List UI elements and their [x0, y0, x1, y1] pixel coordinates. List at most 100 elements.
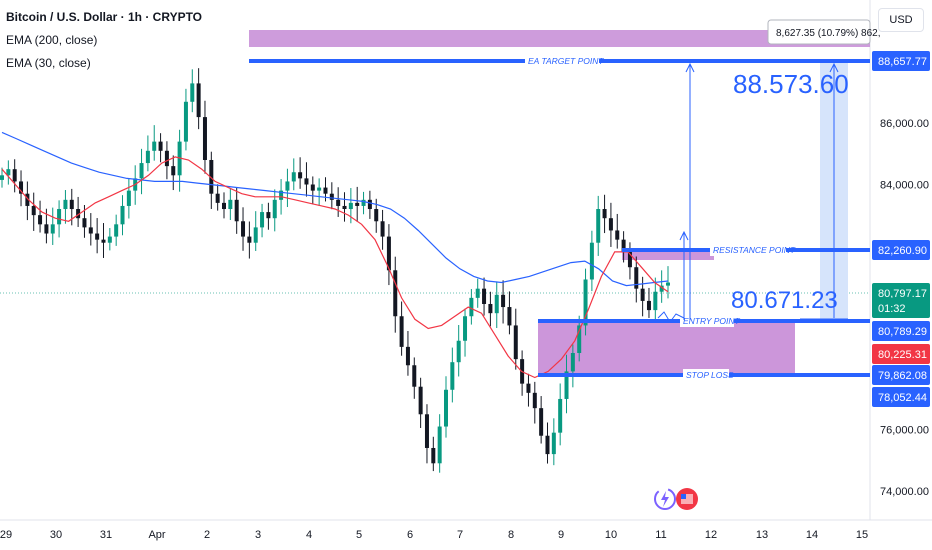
candle-body: [145, 150, 150, 164]
candle-body: [12, 169, 17, 182]
candle-body: [342, 205, 347, 210]
stop-label-plate: [683, 369, 729, 381]
candle-body: [608, 218, 613, 231]
candle-body: [50, 224, 55, 234]
ema-layer: [1, 131, 669, 379]
candle-body: [329, 193, 334, 200]
symbol-title[interactable]: Bitcoin / U.S. Dollar · 1h · CRYPTO: [6, 10, 203, 24]
candle-body: [646, 300, 651, 311]
candle-body: [114, 224, 119, 237]
price-tag-text: 80,789.29: [878, 326, 927, 338]
x-tick-label: 4: [306, 529, 312, 541]
price-tag-text: 01:32: [878, 303, 906, 315]
price-tag-bg: [872, 321, 930, 341]
candle-body: [19, 181, 24, 194]
candle-body: [602, 209, 607, 219]
candle-body: [6, 169, 11, 176]
x-tick-label: 2: [204, 529, 210, 541]
candle-body: [285, 181, 290, 191]
candle-body: [469, 297, 474, 317]
candle-body: [38, 215, 43, 225]
candle-body: [126, 190, 131, 206]
candle-body: [310, 184, 315, 191]
candle-body: [475, 288, 480, 298]
ema30-legend[interactable]: EMA (30, close): [6, 56, 91, 70]
candle-body: [190, 83, 195, 102]
candle-body: [577, 325, 582, 354]
candle-body: [380, 221, 385, 237]
price-tag-text: 88,657.77: [878, 56, 927, 68]
candle-body: [463, 316, 468, 341]
candle-body: [209, 159, 214, 194]
candle-body: [589, 242, 594, 280]
candle-body: [545, 435, 550, 455]
flag-stripes: [681, 494, 693, 504]
target-arrow-head: [685, 62, 695, 73]
candle-body: [88, 227, 93, 234]
x-tick-label: 11: [655, 529, 666, 541]
price-tag-text: 80,797.17: [878, 288, 927, 300]
candle-body: [526, 383, 531, 393]
measure-tooltip-text: 8,627.35 (10.79%) 862,: [776, 28, 881, 39]
y-tick-label: 76,000.00: [880, 425, 929, 437]
candle-body: [272, 199, 277, 219]
candle-body: [95, 233, 100, 240]
candle-body: [101, 239, 106, 243]
price-tag-bg: [872, 387, 930, 407]
big-target-value: 88.573.60: [733, 69, 849, 99]
candle-body: [107, 236, 112, 243]
candle-body: [152, 141, 157, 151]
candle-body: [44, 224, 49, 234]
price-tag-text: 80,225.31: [878, 349, 927, 361]
y-tick-label: 86,000.00: [880, 118, 929, 130]
ema30-line: [1, 156, 669, 379]
lightning-bolt-icon: [661, 491, 669, 507]
price-axis[interactable]: 74,000.0076,000.0078,000.0080,000.0082,0…: [880, 57, 929, 498]
target-label-plate: [525, 55, 599, 67]
candle-body: [450, 362, 455, 390]
candle-body: [666, 282, 670, 286]
candle-body: [399, 316, 404, 347]
candle-body: [558, 398, 563, 433]
currency-button[interactable]: USD: [878, 8, 924, 32]
candle-body: [570, 353, 575, 372]
big-entry-value: 80.671.23: [731, 287, 838, 314]
candle-body: [25, 193, 30, 206]
x-tick-label: 15: [856, 529, 868, 541]
candle-body: [424, 414, 429, 448]
candle-body: [615, 230, 620, 240]
candle-body: [120, 205, 125, 225]
candle-body: [444, 389, 448, 427]
zigzag-path: [657, 311, 685, 323]
x-tick-label: 10: [605, 529, 617, 541]
candle-body: [507, 307, 512, 326]
time-axis[interactable]: 29 30 31 Apr 2 3 4 5 6 7 8 9 10 11 12 13 14 15: [0, 529, 868, 541]
candle-body: [336, 199, 341, 206]
candle-body: [183, 101, 188, 142]
x-tick-label: 13: [756, 529, 768, 541]
candle-body: [551, 432, 556, 455]
candle-body: [0, 175, 4, 180]
x-tick-label: Apr: [148, 529, 165, 541]
candle-body: [653, 291, 658, 311]
candle-body: [323, 187, 328, 194]
candle-body: [431, 447, 436, 464]
candle-body: [621, 239, 626, 252]
candle-body: [63, 199, 68, 210]
candle-body: [202, 117, 207, 160]
measure-arrow-head: [829, 62, 839, 73]
candle-body: [488, 303, 493, 314]
candle-body: [298, 172, 303, 179]
resistance-zone: [622, 250, 714, 260]
candle-body: [596, 209, 601, 243]
candle-body: [164, 150, 169, 167]
candle-body: [437, 426, 442, 464]
candle-body: [539, 408, 544, 436]
candle-body: [393, 270, 398, 317]
candle-body: [659, 285, 664, 292]
candle-body: [266, 212, 271, 219]
candle-body: [405, 346, 410, 366]
ema200-legend[interactable]: EMA (200, close): [6, 33, 98, 47]
candle-body: [228, 199, 233, 210]
